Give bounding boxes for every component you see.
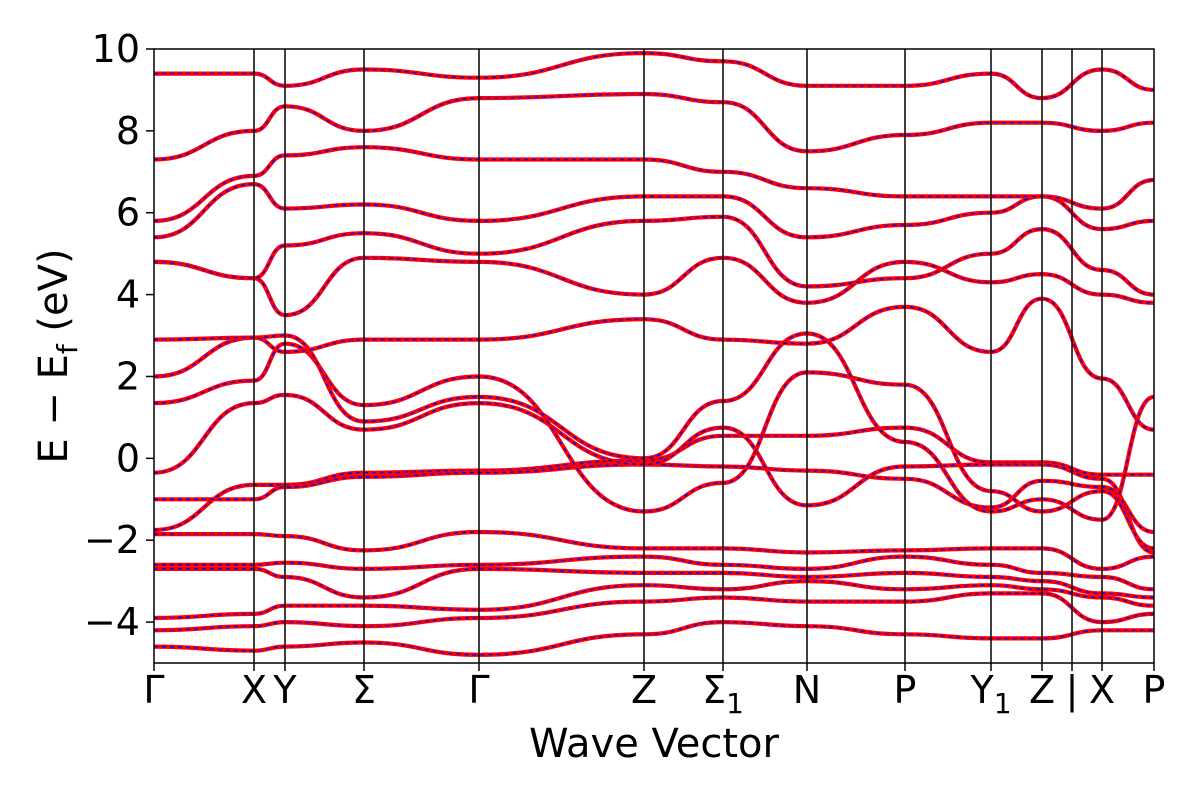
- x-tick-label: Γ: [143, 668, 164, 712]
- x-tick-label: Z: [1029, 668, 1055, 712]
- y-axis-title-unit: (eV): [31, 248, 77, 344]
- band-14-dash: [154, 555, 1154, 590]
- plot-area: [153, 48, 1155, 664]
- y-tick-label: −2: [84, 518, 140, 562]
- band-4-line: [154, 341, 1154, 551]
- x-tick-label: X: [241, 668, 267, 712]
- x-tick-label: P: [894, 668, 917, 712]
- band-1-dash: [154, 426, 1154, 531]
- y-tick-label: 2: [116, 354, 140, 398]
- band-17-dash: [154, 592, 1154, 631]
- x-tick-label: Γ: [468, 668, 489, 712]
- band-13-dash: [154, 531, 1154, 570]
- kpoint-lines: [253, 49, 1103, 663]
- y-tick-label: 10: [92, 27, 140, 71]
- y-tick-label: 4: [116, 273, 140, 317]
- path-break-label: |: [1066, 668, 1079, 713]
- band-2-line: [154, 462, 1154, 535]
- band-17-line: [154, 591, 1154, 633]
- band-7-line: [154, 255, 1154, 318]
- bands-layer: [154, 51, 1154, 657]
- x-tick-label: N: [793, 668, 821, 712]
- x-tick-label: Y1: [969, 668, 1011, 720]
- x-tick-label: P: [1143, 668, 1166, 712]
- y-tick-label: −4: [84, 600, 140, 644]
- y-axis-title-subscript: f: [51, 343, 84, 354]
- band-18-line: [154, 620, 1154, 657]
- band-2-dash: [154, 463, 1154, 533]
- y-axis-title: E − Ef (eV): [31, 248, 84, 463]
- x-tick-label: Σ1: [702, 668, 744, 720]
- band-1-line: [154, 425, 1154, 533]
- band-11-dash: [154, 93, 1154, 161]
- band-6-dash: [154, 297, 1154, 431]
- band-9-dash: [154, 183, 1154, 239]
- band-11-line: [154, 91, 1154, 162]
- y-tick-label: 8: [116, 109, 140, 153]
- x-tick-label: X: [1089, 668, 1115, 712]
- band-3-line: [154, 392, 1154, 555]
- band-6-line: [154, 296, 1154, 432]
- band-3-dash: [154, 394, 1154, 554]
- x-tick-label: Σ: [352, 668, 376, 712]
- x-tick-label: Y: [272, 668, 297, 712]
- plot-frame: [153, 48, 1155, 664]
- band-12-dash: [154, 52, 1154, 99]
- x-axis: Γ X Y Σ Γ Z Σ1 N P Y1 Z X P|: [143, 663, 1165, 720]
- band-7-dash: [154, 257, 1154, 316]
- y-axis: −4 −2 0 2 4 6 8 10: [84, 27, 154, 644]
- band-4-dash: [154, 342, 1154, 550]
- y-tick-label: 6: [116, 191, 140, 235]
- band-15-dash: [154, 568, 1154, 599]
- x-tick-label: Z: [631, 668, 657, 712]
- x-axis-title: Wave Vector: [529, 721, 780, 767]
- y-axis-title-main: E − E: [31, 354, 77, 464]
- y-tick-label: 0: [116, 436, 140, 480]
